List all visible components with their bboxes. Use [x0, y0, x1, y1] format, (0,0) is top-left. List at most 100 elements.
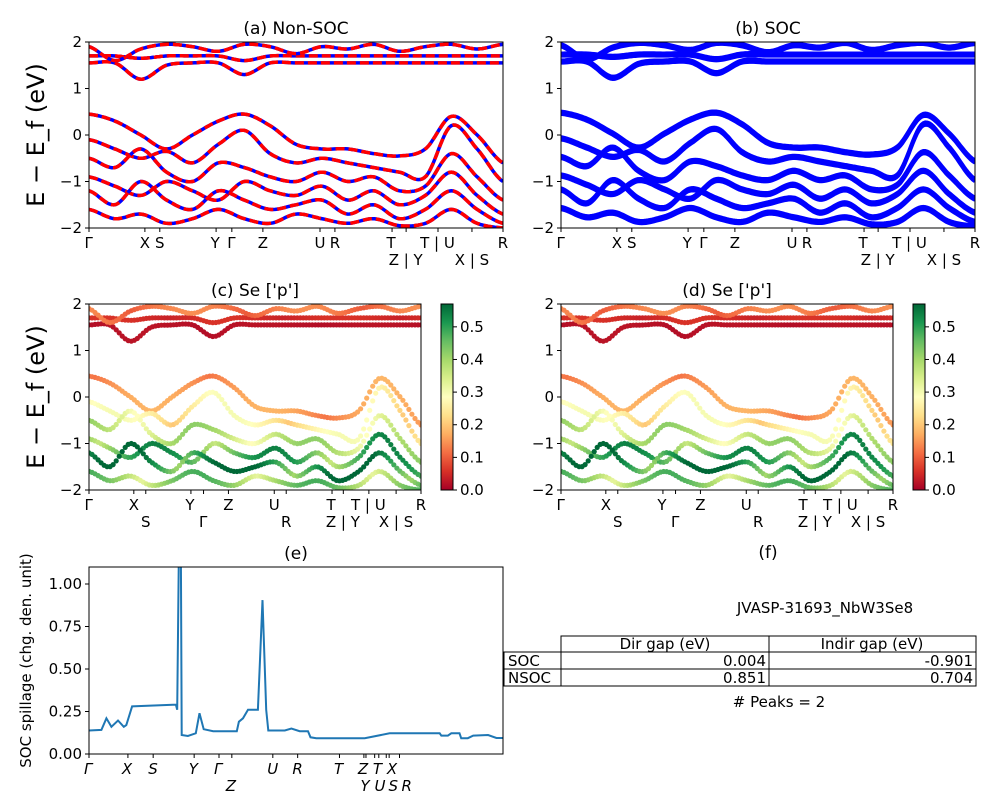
x-tick-label: X	[140, 234, 150, 252]
projected-band-point	[367, 389, 373, 395]
projected-band-point	[878, 423, 884, 429]
x-tick-label: R	[970, 234, 980, 252]
projected-band-point	[609, 417, 615, 423]
x-tick-label: X | S	[927, 251, 961, 269]
non-soc-band-line	[89, 112, 503, 165]
x-tick-label: S	[148, 760, 158, 778]
y-tick-label: −1	[60, 173, 82, 191]
projected-band-point	[418, 422, 421, 428]
x-tick-label: X	[129, 496, 139, 514]
projected-band-point	[370, 420, 376, 426]
soc-band-line	[561, 57, 975, 79]
projected-band-point	[881, 428, 887, 434]
projected-band-point	[697, 405, 703, 411]
x-tick-label: X	[121, 760, 133, 778]
y-tick-label: 0.25	[49, 703, 82, 721]
projected-band-point	[409, 451, 415, 457]
x-tick-label: S	[389, 777, 399, 795]
axes-frame	[560, 303, 894, 491]
x-tick-label: T	[798, 496, 809, 514]
projected-band-point	[367, 440, 373, 446]
projected-band-point	[872, 439, 878, 445]
x-tick-label: Y	[184, 496, 195, 514]
projected-band-point	[881, 451, 887, 457]
spillage-line	[89, 567, 503, 740]
projected-band-point	[839, 407, 845, 413]
axes-frame	[88, 303, 422, 491]
projected-band-point	[652, 431, 658, 437]
non-soc-band-line	[89, 42, 503, 63]
table-header-dir-gap: Dir gap (eV)	[620, 635, 711, 653]
projected-band-point	[588, 453, 594, 459]
x-tick-label: Z	[730, 234, 740, 252]
colorbar-tick-label: 0.4	[932, 350, 956, 368]
projected-band-point	[119, 414, 125, 420]
x-tick-label: Z	[223, 496, 233, 514]
projected-band-point	[358, 443, 364, 449]
projected-band-point	[863, 386, 869, 392]
x-tick-label: Γ	[671, 513, 680, 531]
projected-band-point	[364, 444, 370, 451]
projected-band-point	[418, 459, 421, 465]
x-tick-label: Z	[357, 760, 369, 778]
x-tick-label: T | U	[350, 496, 386, 514]
table-row-label-soc: SOC	[508, 652, 540, 670]
projected-band-point	[857, 455, 863, 461]
material-id: JVASP-31693_NbW3Se8	[736, 599, 913, 618]
plot-area-d	[561, 304, 893, 490]
x-tick-label: Z	[695, 496, 705, 514]
axes-frame	[560, 41, 976, 229]
projected-band-point	[890, 459, 893, 465]
projected-band-point	[400, 439, 406, 445]
projected-band-point	[225, 405, 231, 411]
projected-band-point	[406, 423, 412, 429]
colorbar-tick-label: 0.5	[932, 318, 956, 336]
projected-band-point	[418, 304, 421, 309]
projected-band-point	[884, 415, 890, 422]
y-tick-label: 0.00	[49, 745, 82, 763]
projected-band-point	[406, 447, 412, 453]
projected-band-point	[409, 428, 415, 434]
non-soc-band-line	[89, 123, 503, 183]
projected-band-point	[857, 418, 863, 424]
projected-band-point	[385, 455, 391, 461]
projected-band-point	[875, 443, 881, 449]
x-tick-label: T | U	[419, 234, 455, 252]
projected-band-point	[140, 421, 146, 428]
y-tick-label: 0	[544, 126, 554, 144]
projected-band-point	[830, 443, 836, 449]
y-tick-label: 0	[72, 126, 82, 144]
x-tick-label: Γ	[557, 496, 566, 514]
x-tick-label: T	[326, 496, 337, 514]
projected-band-point	[367, 407, 373, 413]
projected-band-point	[863, 446, 869, 452]
plot-area-c	[89, 304, 421, 490]
projected-band-point	[140, 451, 146, 457]
y-tick-label: −1	[60, 435, 82, 453]
projected-band-point	[137, 447, 143, 453]
projected-band-point	[878, 447, 884, 453]
projected-band-point	[361, 426, 367, 432]
projected-band-point	[884, 433, 890, 439]
projected-band-point	[857, 437, 863, 443]
projected-band-point	[406, 406, 412, 412]
x-tick-label: R	[753, 513, 763, 531]
y-tick-label: −2	[60, 219, 82, 237]
projected-band-point	[216, 393, 222, 399]
projected-band-point	[358, 453, 364, 459]
projected-band-point	[388, 393, 394, 399]
soc-band-line	[561, 59, 975, 81]
projected-band-point	[845, 390, 851, 396]
y-tick-label: −2	[60, 481, 82, 499]
colorbar-tick-label: 0.0	[460, 481, 484, 499]
x-tick-label: Z | Y	[798, 513, 833, 531]
x-tick-label: Γ	[227, 234, 236, 252]
projected-band-point	[863, 462, 869, 468]
projected-band-point	[134, 444, 140, 450]
x-tick-label: T | U	[822, 496, 858, 514]
projected-band-point	[588, 418, 594, 424]
panel-f-title: (f)	[758, 543, 777, 563]
projected-band-point	[382, 415, 388, 421]
projected-band-point	[400, 412, 406, 418]
